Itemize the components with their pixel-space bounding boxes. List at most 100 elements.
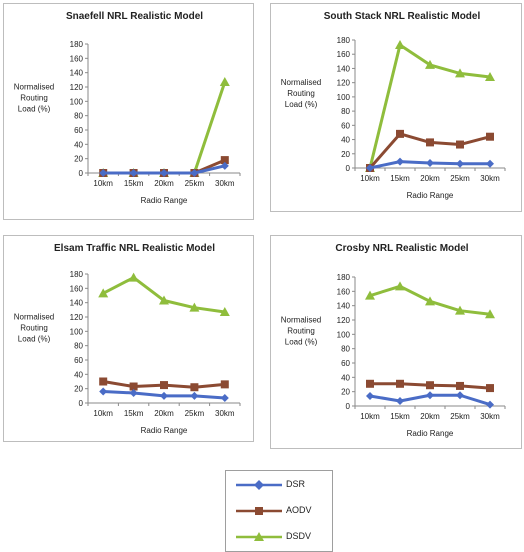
x-tick-label: 15km [390,412,410,421]
y-axis-label: Routing [20,94,48,103]
y-tick-label: 40 [341,373,350,382]
legend-label-aodv: AODV [286,505,312,515]
y-axis-label: Routing [287,327,315,336]
y-tick-label: 40 [74,370,83,379]
legend-item-dsdv: DSDV [226,529,332,545]
data-point-dsr [396,396,404,405]
x-tick-label: 25km [450,174,470,183]
data-point-aodv [129,382,138,391]
data-point-dsr [486,400,494,409]
y-tick-label: 20 [341,388,350,397]
data-point-dsr [160,169,168,177]
y-tick-label: 180 [70,40,84,49]
y-tick-label: 140 [70,69,84,78]
y-tick-label: 60 [341,121,350,130]
y-axis-label: Normalised [281,78,321,87]
data-point-dsdv [425,296,435,306]
data-point-dsr [426,391,434,400]
chart-svg-crosby: Crosby NRL Realistic Model 0 20 40 60 80 100 12… [281,243,506,438]
x-tick-label: 25km [185,409,205,418]
data-point-aodv [190,383,199,392]
chart-title: Crosby NRL Realistic Model [335,243,468,254]
chart-legend: DSR AODV DSDV [225,470,333,552]
x-tick-label: 10km [93,409,113,418]
x-tick-label: 20km [154,179,174,188]
data-point-dsdv [395,39,405,49]
data-point-aodv [160,381,168,390]
y-axis-label: Normalised [14,83,54,92]
y-tick-label: 160 [337,50,351,59]
y-tick-label: 140 [337,64,351,73]
data-point-dsr [99,169,108,177]
data-point-dsdv [159,295,169,305]
y-tick-label: 40 [341,136,350,145]
y-tick-label: 80 [341,107,350,116]
data-point-dsdv [485,71,495,81]
data-point-aodv [486,132,494,141]
y-tick-label: 140 [70,299,84,308]
data-point-dsdv [425,59,435,69]
y-tick-label: 60 [74,356,83,365]
legend-item-aodv: AODV [226,503,332,519]
x-tick-label: 20km [154,409,174,418]
data-point-dsr [160,391,168,400]
y-tick-label: 60 [74,126,83,135]
y-tick-label: 180 [337,273,351,282]
x-tick-label: 20km [420,174,440,183]
data-point-aodv [486,384,494,393]
data-point-dsr [366,391,374,400]
y-tick-label: 0 [346,164,351,173]
legend-marker-dsdv [236,532,282,541]
y-tick-label: 120 [70,313,84,322]
y-axis-label: Load (%) [285,338,318,347]
data-point-dsr [456,391,464,400]
x-tick-label: 30km [215,179,235,188]
y-tick-label: 160 [70,284,84,293]
data-point-dsdv [219,306,230,316]
y-tick-label: 120 [337,316,351,325]
y-tick-label: 20 [341,150,350,159]
chart-svg-elsam: Elsam Traffic NRL Realistic Model 0 20 40 60… [14,243,241,435]
y-tick-label: 0 [346,402,351,411]
data-point-dsdv [455,305,465,315]
y-tick-label: 100 [70,327,84,336]
legend-marker-aodv [236,507,282,515]
y-tick-label: 20 [74,155,83,164]
x-tick-label: 30km [480,412,500,421]
data-point-dsdv [395,281,405,291]
data-point-aodv [220,380,229,389]
data-point-dsr [220,161,229,170]
y-tick-label: 100 [337,93,351,102]
chart-svg-snaefell: Snaefell NRL Realistic Model 0 20 40 60 80 100… [14,11,241,205]
y-tick-label: 180 [337,36,351,45]
y-tick-label: 120 [70,83,84,92]
data-point-aodv [396,379,404,388]
y-tick-label: 40 [74,140,83,149]
y-tick-label: 180 [70,270,84,279]
series-line-dsdv [102,276,226,314]
x-axis-label: Radio Range [141,426,188,435]
x-tick-label: 15km [124,179,144,188]
data-point-dsdv [219,76,230,86]
y-tick-label: 0 [79,169,84,178]
chart-panel-crosby: Crosby NRL Realistic Model 0 20 40 60 80 100 12… [270,235,522,449]
y-tick-label: 60 [341,359,350,368]
data-point-aodv [456,381,464,390]
y-axis-label: Load (%) [285,100,318,109]
data-point-aodv [456,140,464,149]
y-axis-label: Normalised [14,313,54,322]
data-point-dsr [190,391,199,400]
data-point-dsdv [98,288,109,298]
y-tick-label: 100 [337,330,351,339]
x-tick-label: 30km [215,409,235,418]
data-point-dsdv [128,272,139,282]
data-point-dsr [426,159,434,168]
x-tick-label: 25km [185,179,205,188]
data-point-aodv [99,377,108,386]
chart-title: Snaefell NRL Realistic Model [66,11,203,22]
data-point-dsr [396,157,404,166]
legend-label-dsr: DSR [286,479,306,489]
y-axis-label: Normalised [281,316,321,325]
y-tick-label: 140 [337,302,351,311]
x-tick-label: 30km [480,174,500,183]
